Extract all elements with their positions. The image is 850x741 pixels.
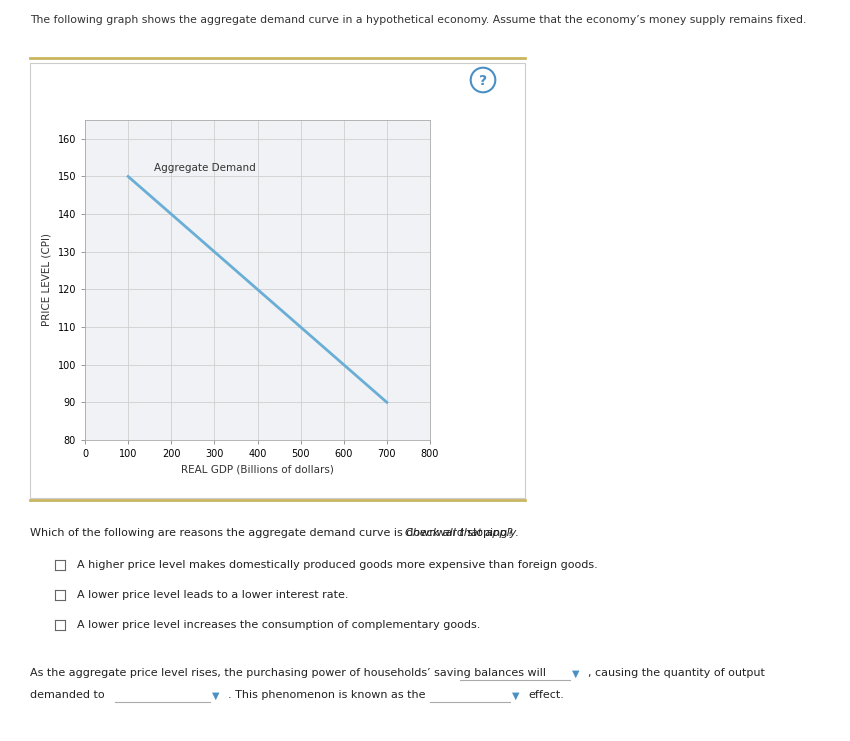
Text: demanded to: demanded to bbox=[30, 690, 105, 700]
Text: effect.: effect. bbox=[528, 690, 564, 700]
Text: Aggregate Demand: Aggregate Demand bbox=[154, 163, 256, 173]
Text: ▼: ▼ bbox=[512, 691, 519, 701]
Y-axis label: PRICE LEVEL (CPI): PRICE LEVEL (CPI) bbox=[42, 233, 52, 327]
X-axis label: REAL GDP (Billions of dollars): REAL GDP (Billions of dollars) bbox=[181, 465, 334, 474]
Text: Which of the following are reasons the aggregate demand curve is downward slopin: Which of the following are reasons the a… bbox=[30, 528, 517, 538]
Text: A lower price level leads to a lower interest rate.: A lower price level leads to a lower int… bbox=[77, 590, 348, 600]
Text: Check all that apply.: Check all that apply. bbox=[405, 528, 519, 538]
Text: A higher price level makes domestically produced goods more expensive than forei: A higher price level makes domestically … bbox=[77, 560, 598, 570]
Text: , causing the quantity of output: , causing the quantity of output bbox=[588, 668, 765, 678]
Text: As the aggregate price level rises, the purchasing power of households’ saving b: As the aggregate price level rises, the … bbox=[30, 668, 546, 678]
Text: A lower price level increases the consumption of complementary goods.: A lower price level increases the consum… bbox=[77, 620, 480, 630]
Text: ▼: ▼ bbox=[212, 691, 219, 701]
Text: The following graph shows the aggregate demand curve in a hypothetical economy. : The following graph shows the aggregate … bbox=[30, 15, 807, 25]
Text: . This phenomenon is known as the: . This phenomenon is known as the bbox=[228, 690, 426, 700]
Text: ?: ? bbox=[479, 74, 487, 88]
Text: ▼: ▼ bbox=[572, 669, 580, 679]
